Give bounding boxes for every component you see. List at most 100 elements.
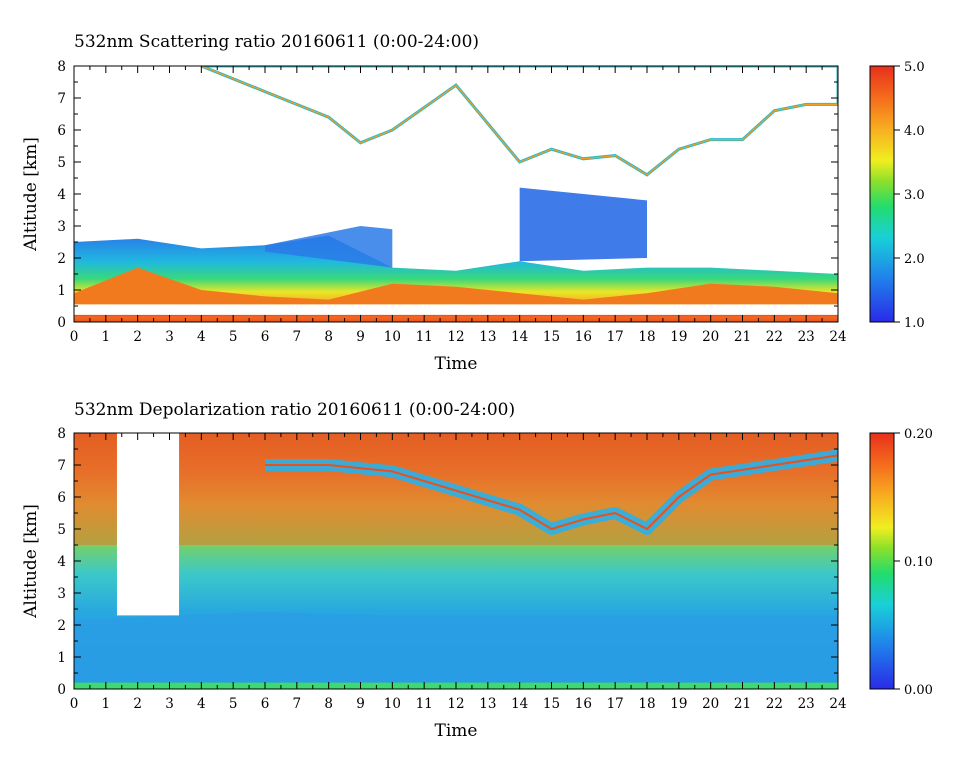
- x-tick-label: 8: [324, 696, 333, 712]
- y-tick-label: 4: [57, 187, 66, 203]
- y-tick-label: 2: [57, 618, 66, 634]
- y-tick-label: 8: [57, 426, 66, 442]
- x-tick-label: 19: [670, 329, 687, 345]
- heatmap-layers: [74, 66, 838, 322]
- x-tick-label: 16: [575, 329, 592, 345]
- y-tick-label: 0: [57, 315, 66, 331]
- high-scatter-layer: [74, 267, 838, 305]
- scattering-ratio-panel: 532nm Scattering ratio 20160611 (0:00-24…: [21, 32, 925, 374]
- x-tick-label: 7: [293, 329, 302, 345]
- x-tick-label: 15: [543, 329, 560, 345]
- x-tick-label: 5: [229, 329, 238, 345]
- x-tick-label: 24: [829, 329, 846, 345]
- y-tick-label: 5: [57, 522, 66, 538]
- plot-area: [74, 433, 838, 689]
- y-tick-label: 5: [57, 155, 66, 171]
- y-tick-label: 8: [57, 59, 66, 75]
- x-tick-label: 20: [702, 329, 719, 345]
- y-axis-label: Altitude [km]: [21, 137, 41, 252]
- x-tick-label: 4: [197, 329, 206, 345]
- depolarization-ratio-panel: 532nm Depolarization ratio 20160611 (0:0…: [21, 400, 933, 741]
- x-tick-label: 3: [165, 329, 174, 345]
- x-tick-label: 13: [479, 696, 496, 712]
- chart-title: 532nm Depolarization ratio 20160611 (0:0…: [74, 400, 515, 420]
- colorbar-tick-label: 4.0: [904, 124, 925, 139]
- colorbar: [869, 65, 895, 323]
- colorbar-tick-label: 5.0: [904, 60, 925, 75]
- x-tick-label: 23: [798, 696, 815, 712]
- heatmap-layers: [74, 433, 838, 689]
- x-tick-label: 9: [356, 329, 365, 345]
- colorbar-tick-label: 0.20: [904, 427, 933, 442]
- y-tick-label: 1: [57, 283, 66, 299]
- y-tick-label: 6: [57, 123, 66, 139]
- x-tick-label: 1: [102, 696, 111, 712]
- x-tick-label: 22: [766, 329, 783, 345]
- x-tick-label: 21: [734, 329, 751, 345]
- x-tick-label: 12: [447, 329, 464, 345]
- colorbar-tick-label: 1.0: [904, 316, 925, 331]
- x-tick-label: 17: [607, 329, 624, 345]
- x-tick-label: 10: [384, 696, 401, 712]
- x-tick-label: 7: [293, 696, 302, 712]
- x-tick-label: 15: [543, 696, 560, 712]
- aerosol-layer: [519, 187, 647, 262]
- x-tick-label: 3: [165, 696, 174, 712]
- x-tick-label: 0: [70, 696, 79, 712]
- y-axis-label: Altitude [km]: [21, 504, 41, 619]
- colorbar-ticks: 0.00 0.10 0.20: [894, 427, 933, 698]
- y-tick-label: 7: [57, 91, 66, 107]
- axes: 0 1 2 3 4 5 6 7 8 9 10 11 12 13 14 15 16 17 18 19 20 21 22 23 24…: [57, 426, 846, 712]
- x-tick-label: 19: [670, 696, 687, 712]
- x-tick-label: 8: [324, 329, 333, 345]
- plot-area: [74, 66, 838, 322]
- x-tick-label: 9: [356, 696, 365, 712]
- y-tick-label: 2: [57, 251, 66, 267]
- y-tick-label: 4: [57, 554, 66, 570]
- x-tick-label: 18: [638, 696, 655, 712]
- x-tick-label: 12: [447, 696, 464, 712]
- x-tick-label: 10: [384, 329, 401, 345]
- x-tick-label: 18: [638, 329, 655, 345]
- low-depol-layer: [74, 612, 838, 689]
- y-tick-label: 6: [57, 490, 66, 506]
- x-tick-label: 4: [197, 696, 206, 712]
- chart-title: 532nm Scattering ratio 20160611 (0:00-24…: [74, 32, 479, 52]
- x-tick-label: 6: [261, 696, 270, 712]
- x-tick-label: 11: [416, 696, 433, 712]
- y-tick-label: 7: [57, 458, 66, 474]
- x-tick-label: 2: [133, 696, 142, 712]
- x-tick-label: 24: [829, 696, 846, 712]
- colorbar-ticks: 1.0 2.0 3.0 4.0 5.0: [894, 60, 925, 331]
- x-tick-label: 20: [702, 696, 719, 712]
- cloud-base-edge: [201, 66, 838, 176]
- x-tick-label: 13: [479, 329, 496, 345]
- x-tick-label: 5: [229, 696, 238, 712]
- x-tick-label: 23: [798, 329, 815, 345]
- colorbar: [869, 432, 895, 690]
- x-tick-label: 14: [511, 696, 528, 712]
- x-tick-label: 14: [511, 329, 528, 345]
- x-axis-label: Time: [435, 721, 478, 741]
- x-tick-label: 16: [575, 696, 592, 712]
- x-tick-label: 0: [70, 329, 79, 345]
- x-tick-label: 1: [102, 329, 111, 345]
- x-tick-label: 11: [416, 329, 433, 345]
- y-tick-label: 3: [57, 586, 66, 602]
- axes: 0 1 2 3 4 5 6 7 8 9 10 11 12 13 14 15 16 17 18 19 20 21 22 23 24…: [57, 59, 846, 345]
- colorbar-tick-label: 2.0: [904, 252, 925, 267]
- x-tick-label: 21: [734, 696, 751, 712]
- cloud-band-edge: [265, 454, 838, 530]
- x-tick-label: 6: [261, 329, 270, 345]
- aerosol-layer: [265, 226, 393, 268]
- x-tick-label: 22: [766, 696, 783, 712]
- no-signal-region: [116, 433, 180, 616]
- y-tick-label: 1: [57, 650, 66, 666]
- x-tick-label: 17: [607, 696, 624, 712]
- colorbar-tick-label: 0.00: [904, 683, 933, 698]
- x-tick-label: 2: [133, 329, 142, 345]
- y-tick-label: 0: [57, 682, 66, 698]
- y-tick-label: 3: [57, 219, 66, 235]
- near-ground-gap: [74, 304, 838, 316]
